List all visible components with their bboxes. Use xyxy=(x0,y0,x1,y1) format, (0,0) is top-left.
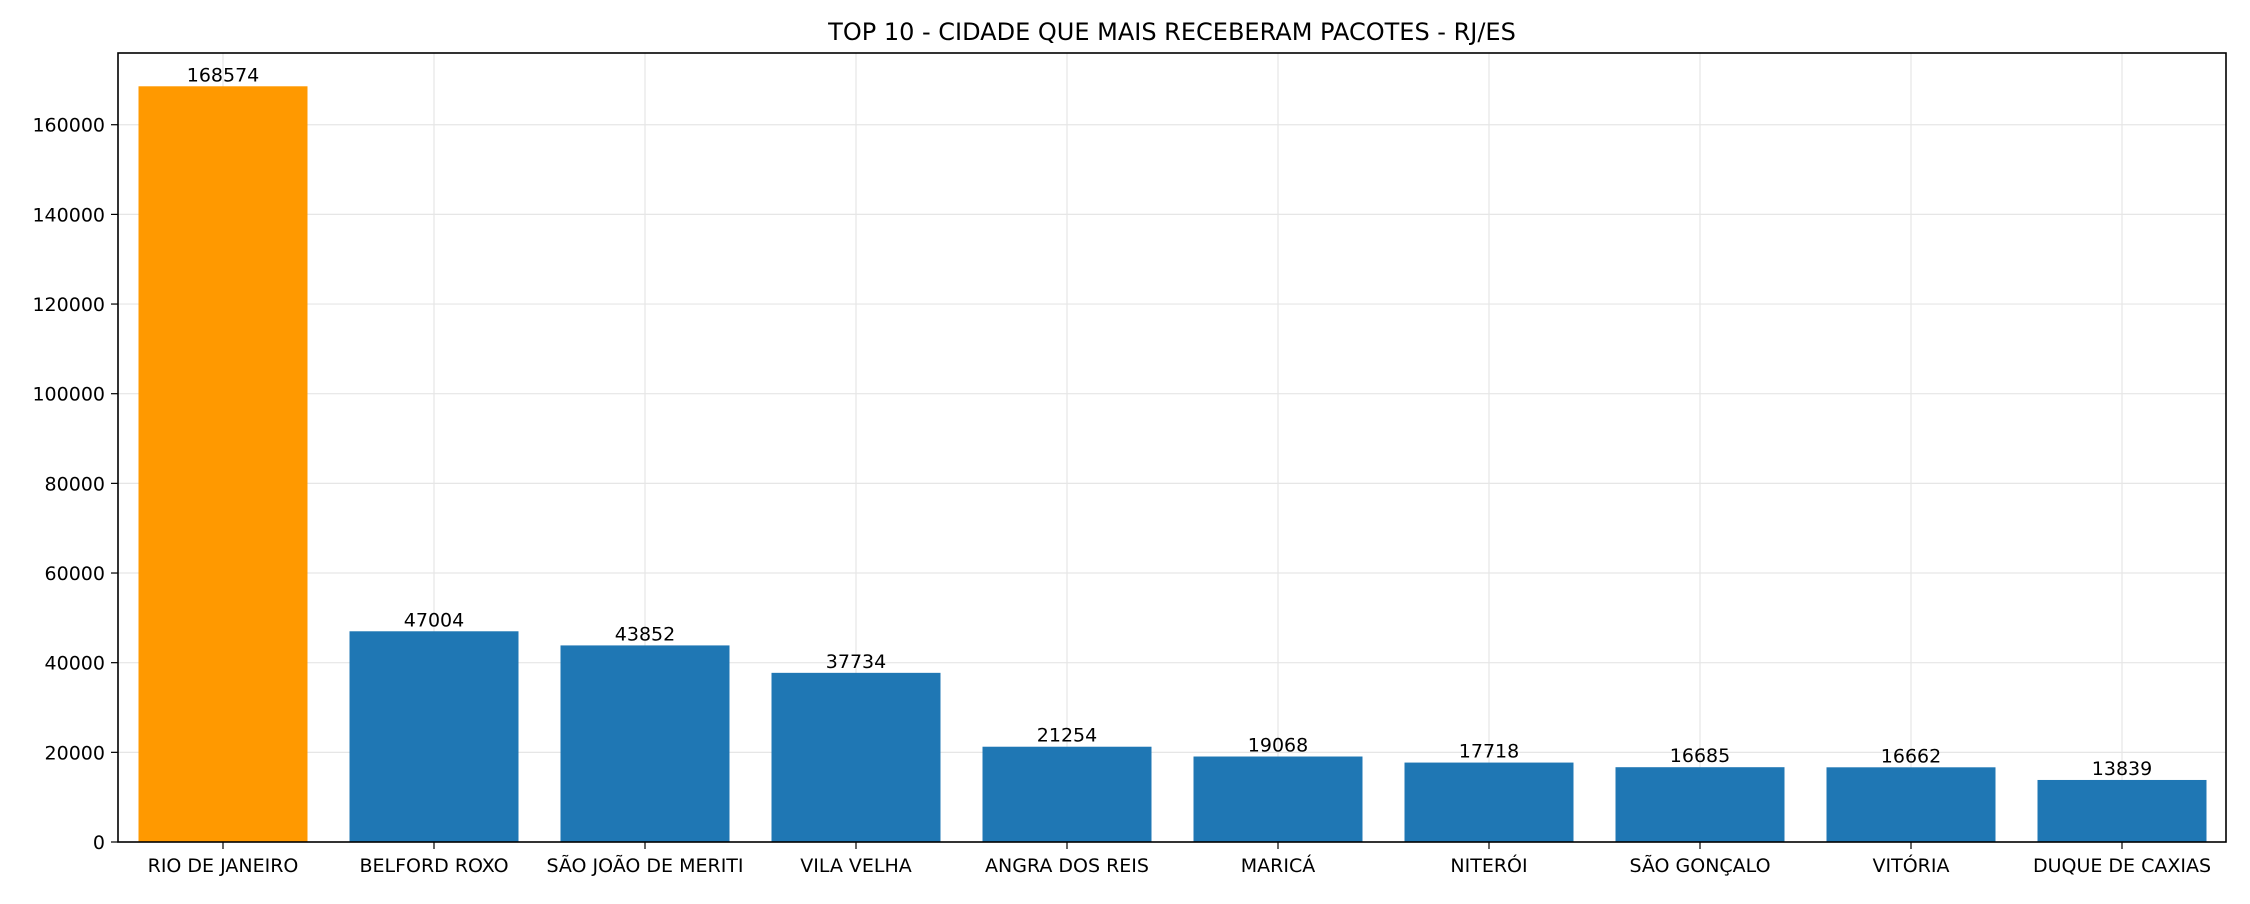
y-tick-label: 0 xyxy=(93,832,105,854)
x-tick-label: SÃO JOÃO DE MERITI xyxy=(546,854,743,877)
data-label: 13839 xyxy=(2092,758,2152,780)
data-labels-layer: 168574 47004 43852 37734 21254 19068 17718 1668… xyxy=(187,64,2152,780)
bar xyxy=(1826,767,1996,842)
bar xyxy=(1404,762,1574,842)
x-tick-label: NITERÓI xyxy=(1450,853,1527,877)
grid-layer xyxy=(118,53,2226,843)
plot-frame xyxy=(117,52,2227,843)
bar xyxy=(982,746,1152,842)
y-tick-label: 20000 xyxy=(45,742,105,764)
y-tick-label: 80000 xyxy=(45,473,105,495)
y-tick-label: 140000 xyxy=(32,204,105,226)
data-label: 47004 xyxy=(404,609,464,631)
x-tick-label: DUQUE DE CAXIAS xyxy=(2033,855,2211,877)
y-tick-label: 40000 xyxy=(45,653,105,675)
y-tick-label: 100000 xyxy=(32,384,105,406)
data-label: 16662 xyxy=(1881,745,1941,767)
y-tick-label: 120000 xyxy=(32,294,105,316)
x-tick-label: BELFORD ROXO xyxy=(359,855,508,877)
chart-title: TOP 10 - CIDADE QUE MAIS RECEBERAM PACOT… xyxy=(827,18,1516,46)
x-tick-label: VILA VELHA xyxy=(800,855,912,877)
bar xyxy=(1193,756,1363,842)
x-tick-label: RIO DE JANEIRO xyxy=(148,855,299,877)
bar xyxy=(771,672,941,842)
data-label: 17718 xyxy=(1459,741,1519,763)
data-label: 43852 xyxy=(615,623,675,645)
x-tick-label: VITÓRIA xyxy=(1873,853,1950,877)
x-tick-label: ANGRA DOS REIS xyxy=(985,855,1149,877)
data-label: 21254 xyxy=(1037,725,1097,747)
data-label: 168574 xyxy=(187,64,260,86)
data-label: 37734 xyxy=(826,651,886,673)
data-label: 16685 xyxy=(1670,745,1730,767)
bar xyxy=(138,86,308,843)
axes-layer: 0 20000 40000 60000 80000 100000 120000 140000 1… xyxy=(32,52,2227,877)
bar xyxy=(560,645,730,842)
bars-layer xyxy=(138,86,2207,843)
bar xyxy=(1615,767,1785,842)
y-tick-label: 60000 xyxy=(45,563,105,585)
data-label: 19068 xyxy=(1248,735,1308,757)
x-tick-label: MARICÁ xyxy=(1241,854,1315,877)
bar xyxy=(2037,779,2207,842)
bar xyxy=(349,631,519,842)
x-tick-label: SÃO GONÇALO xyxy=(1629,854,1770,877)
y-tick-label: 160000 xyxy=(32,115,105,137)
